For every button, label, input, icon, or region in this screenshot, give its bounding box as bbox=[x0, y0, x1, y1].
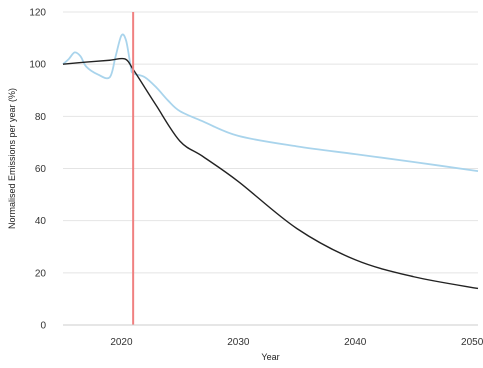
y-axis-ticks: 0 20 40 60 80 100 120 bbox=[29, 8, 46, 332]
y-tick-label: 0 bbox=[40, 321, 46, 332]
series-line-blue bbox=[62, 33, 479, 173]
y-tick-label: 20 bbox=[35, 268, 47, 279]
x-tick-label: 2050 bbox=[461, 337, 483, 348]
x-tick-label: 2030 bbox=[227, 337, 250, 348]
x-tick-label: 2040 bbox=[344, 337, 367, 348]
x-axis-ticks: 2020 2030 2040 2050 bbox=[110, 337, 483, 348]
x-tick-label: 2020 bbox=[110, 337, 133, 348]
y-tick-label: 120 bbox=[29, 8, 46, 19]
series-lines bbox=[62, 33, 479, 290]
series-line-black bbox=[62, 57, 479, 290]
y-tick-label: 80 bbox=[35, 112, 47, 123]
y-tick-label: 40 bbox=[35, 216, 47, 227]
y-tick-label: 60 bbox=[35, 164, 47, 175]
y-tick-label: 100 bbox=[29, 60, 46, 71]
y-axis-label: Normalised Emissions per year (%) bbox=[7, 88, 17, 229]
x-axis-label: Year bbox=[261, 352, 279, 362]
